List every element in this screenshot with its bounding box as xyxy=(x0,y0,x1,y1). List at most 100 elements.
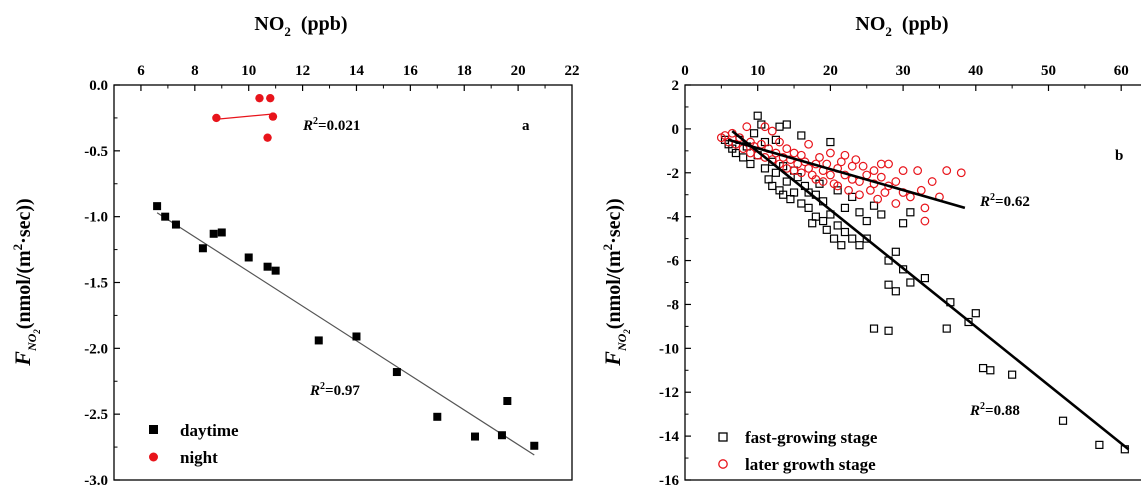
y-tick-label: -1.5 xyxy=(84,276,108,292)
point-later-growth-stage xyxy=(858,161,868,171)
x-axis-title-b: NO2 (ppb) xyxy=(855,13,948,39)
x-tick-label: 20 xyxy=(823,63,838,79)
point-fast-growing-stage xyxy=(978,363,988,373)
point-later-growth-stage xyxy=(880,188,890,197)
point-later-growth-stage xyxy=(742,122,752,132)
x-tick-label: 18 xyxy=(457,63,472,79)
x-axis-a: 6 8 10 12 14 16 18 20 22 xyxy=(137,63,580,91)
y-tick-label: -2.5 xyxy=(84,407,108,423)
x-tick-label: 14 xyxy=(349,63,365,79)
point-daytime xyxy=(153,202,162,211)
point-fast-growing-stage xyxy=(855,208,864,217)
point-later-growth-stage xyxy=(804,163,813,173)
point-later-growth-stage xyxy=(847,161,857,171)
x-tick-label: 0 xyxy=(681,63,689,79)
point-daytime xyxy=(352,332,361,341)
fit-line-fast-growing-stage xyxy=(731,130,1130,451)
fit-lines-a xyxy=(156,113,535,456)
x-axis-b: 0 10 20 30 40 50 60 xyxy=(681,63,1129,91)
point-later-growth-stage xyxy=(804,139,813,149)
panel-label-b: b xyxy=(1115,148,1123,164)
point-later-growth-stage xyxy=(913,166,923,175)
point-daytime xyxy=(263,262,272,271)
point-fast-growing-stage xyxy=(848,234,857,243)
point-fast-growing-stage xyxy=(797,199,806,208)
point-fast-growing-stage xyxy=(771,168,780,177)
point-fast-growing-stage xyxy=(760,164,770,173)
points-a xyxy=(153,93,539,450)
point-fast-growing-stage xyxy=(1008,370,1017,379)
point-fast-growing-stage xyxy=(779,190,788,199)
point-later-growth-stage xyxy=(840,150,850,160)
legend-label-daytime: daytime xyxy=(180,421,239,440)
point-later-growth-stage xyxy=(865,185,875,195)
point-later-growth-stage xyxy=(815,153,824,162)
point-fast-growing-stage xyxy=(789,188,799,197)
point-later-growth-stage xyxy=(884,159,893,169)
y-axis-b: 2 0 -2 -4 -6 -8 -10 -12 -14 -16 xyxy=(659,78,691,486)
x-tick-label: 8 xyxy=(191,63,199,79)
legend-marker-fast-growing xyxy=(718,432,728,442)
x-tick-label: 20 xyxy=(511,63,526,79)
point-fast-growing-stage xyxy=(775,122,784,131)
y-tick-label: -14 xyxy=(659,429,679,445)
point-fast-growing-stage xyxy=(833,186,842,195)
point-daytime xyxy=(209,229,218,238)
point-fast-growing-stage xyxy=(942,324,951,333)
point-fast-growing-stage xyxy=(920,274,930,283)
x-tick-label: 60 xyxy=(1114,63,1129,79)
point-later-growth-stage xyxy=(836,157,846,167)
point-fast-growing-stage xyxy=(1058,416,1068,425)
point-fast-growing-stage xyxy=(862,234,871,243)
y-tick-label: -16 xyxy=(659,473,679,486)
point-later-growth-stage xyxy=(760,122,770,132)
legend-label-night: night xyxy=(180,448,218,467)
point-fast-growing-stage xyxy=(768,181,777,191)
point-later-growth-stage xyxy=(876,172,886,182)
point-later-growth-stage xyxy=(833,181,843,191)
point-daytime xyxy=(244,253,253,262)
point-fast-growing-stage xyxy=(855,241,864,250)
point-later-growth-stage xyxy=(891,177,901,186)
panel-b: 0 10 20 30 40 50 60 20-2-4-6-8-10-12-14-16 NO2… xyxy=(600,13,1141,486)
legend-label-fast-growing: fast-growing stage xyxy=(745,428,878,447)
y-tick-label: 0 xyxy=(672,122,680,138)
point-daytime xyxy=(503,397,512,405)
point-fast-growing-stage xyxy=(786,195,795,204)
point-fast-growing-stage xyxy=(877,210,886,219)
point-daytime xyxy=(433,412,442,421)
point-fast-growing-stage xyxy=(837,241,846,250)
point-fast-growing-stage xyxy=(986,366,995,375)
r2-label-night: R2=0.021 xyxy=(302,116,360,134)
r2-label-later-growth: R2=0.62 xyxy=(979,192,1030,210)
r2-label-fast-growing: R2=0.88 xyxy=(969,401,1020,419)
point-later-growth-stage xyxy=(873,194,883,204)
y-tick-label: -1.0 xyxy=(84,210,108,226)
point-night xyxy=(212,113,221,123)
point-later-growth-stage xyxy=(869,166,879,175)
point-fast-growing-stage xyxy=(884,280,893,289)
legend-b: fast-growing stage later growth stage xyxy=(718,428,878,474)
point-night xyxy=(255,93,264,103)
point-later-growth-stage xyxy=(844,185,853,195)
point-later-growth-stage xyxy=(920,216,930,226)
point-daytime xyxy=(171,220,180,229)
point-daytime xyxy=(161,212,170,221)
point-daytime xyxy=(217,228,226,237)
legend-a: daytime night xyxy=(149,421,239,467)
point-fast-growing-stage xyxy=(891,247,900,256)
point-fast-growing-stage xyxy=(906,208,915,217)
point-fast-growing-stage xyxy=(898,219,908,228)
point-fast-growing-stage xyxy=(869,324,879,333)
point-later-growth-stage xyxy=(767,126,777,136)
y-tick-label: -2.0 xyxy=(84,341,108,357)
x-tick-label: 16 xyxy=(403,63,419,79)
y-tick-label: -2 xyxy=(667,166,680,182)
y-axis-title-a: FNO2(nmol/(m2·sec)) xyxy=(10,198,42,366)
x-tick-label: 40 xyxy=(968,63,983,79)
point-later-growth-stage xyxy=(789,148,799,158)
point-fast-growing-stage xyxy=(753,111,762,120)
legend-marker-daytime xyxy=(149,425,158,434)
point-later-growth-stage xyxy=(775,137,784,147)
point-later-growth-stage xyxy=(782,144,792,154)
